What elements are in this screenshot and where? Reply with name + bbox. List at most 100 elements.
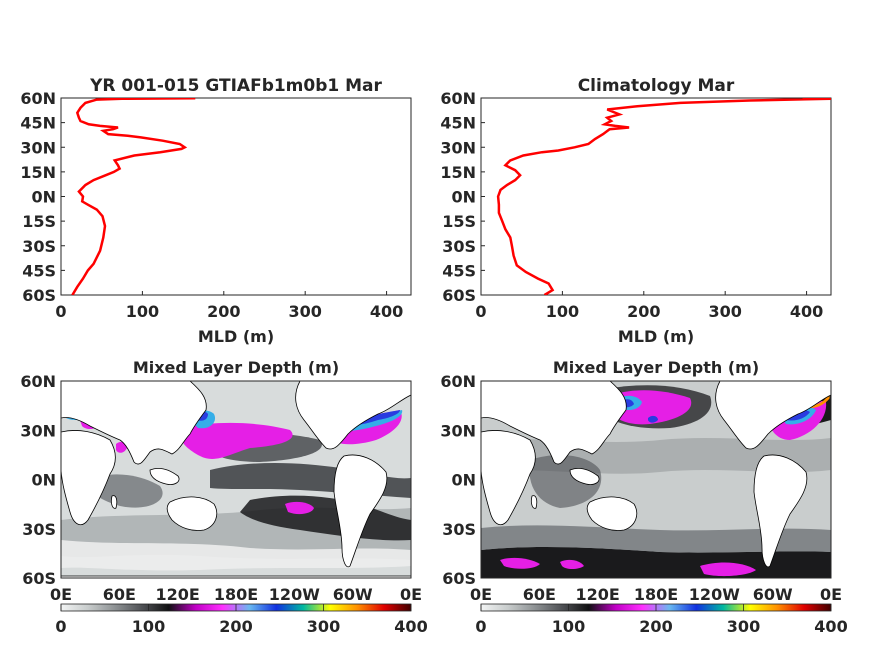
continents (481, 381, 831, 568)
land-africa (61, 430, 116, 526)
y-tick-label: 60N (440, 89, 476, 108)
y-tick-label: 30N (440, 138, 476, 157)
axes-box (60, 97, 412, 296)
x-axis-label: MLD (m) (618, 327, 694, 346)
x-tick-labels: 0 100 200 300 400 (475, 291, 823, 321)
profile-panel-climatology: Climatology Mar 60N 45N 30N 15N 0N 15S 30S 45S 6… (440, 76, 832, 346)
lat-tick-label: 60N (440, 372, 476, 391)
colorbar-tick-label: 0 (55, 617, 66, 636)
north-pacific-magenta (180, 422, 293, 459)
map-frame (480, 380, 832, 579)
x-tick-label: 200 (207, 302, 240, 321)
colorbar-tick-label: 300 (727, 617, 760, 636)
map-field (481, 381, 831, 578)
lat-tick-label: 30N (440, 421, 476, 440)
lon-tick-label: 60W (333, 585, 373, 604)
mld-profile-line (496, 98, 831, 295)
y-tick-label: 0N (451, 188, 476, 207)
lat-tick-label: 60S (22, 569, 56, 588)
land-north-america (715, 381, 831, 450)
lon-tick-label: 0E (820, 585, 842, 604)
southern-ocean-mid-band (481, 525, 831, 553)
lon-tick-label: 180E (634, 585, 678, 604)
land-eurasia (61, 381, 207, 465)
colorbar-tick-label: 200 (639, 617, 672, 636)
lon-tick-label: 60W (753, 585, 793, 604)
lon-tick-label: 180E (214, 585, 258, 604)
lon-tick-label: 60E (103, 585, 136, 604)
lon-tick-labels: 0E 60E 120E 180E 120W 60W 0E (470, 585, 842, 604)
land-maritime-continent (149, 468, 180, 485)
x-tick-label: 100 (546, 302, 579, 321)
y-tick-labels: 60N 45N 30N 15N 0N 15S 30S 45S 60S (20, 89, 65, 305)
land-eurasia (481, 381, 627, 465)
lon-tick-label: 120E (156, 585, 200, 604)
y-tick-label: 15S (22, 212, 56, 231)
y-tick-label: 30S (442, 237, 476, 256)
lon-tick-label: 0E (470, 585, 492, 604)
pacific-magenta-patch (285, 501, 314, 515)
lat-tick-label: 60N (20, 372, 56, 391)
mld-map-model: Mixed Layer Depth (m) (20, 358, 427, 636)
y-tick-label: 45S (442, 261, 476, 280)
land-south-america (333, 454, 388, 568)
x-tick-label: 100 (126, 302, 159, 321)
lon-tick-label: 120W (689, 585, 740, 604)
lat-tick-label: 0N (451, 471, 476, 490)
colorbar-tick-label: 200 (219, 617, 252, 636)
y-tick-label: 60N (20, 89, 56, 108)
land-madagascar (530, 495, 538, 509)
land-australia (166, 496, 218, 531)
land-maritime-continent (569, 468, 600, 485)
colorbar-tick-label: 300 (307, 617, 340, 636)
indian-ocean-dark (529, 455, 602, 508)
lon-tick-label: 60E (523, 585, 556, 604)
arabian-sea-magenta (116, 441, 127, 453)
x-tick-label: 0 (475, 302, 486, 321)
colorbar-tick-label: 100 (552, 617, 585, 636)
land-australia (586, 496, 638, 531)
southern-magenta-3 (700, 562, 756, 577)
map-field (61, 381, 411, 578)
map-title: Mixed Layer Depth (m) (133, 358, 339, 377)
y-tick-label: 15S (442, 212, 476, 231)
y-tick-label: 30S (22, 237, 56, 256)
x-tick-label: 200 (627, 302, 660, 321)
lat-tick-label: 30N (20, 421, 56, 440)
lon-tick-label: 120E (576, 585, 620, 604)
y-tick-label: 45N (440, 114, 476, 133)
y-tick-label: 60S (442, 286, 476, 305)
y-tick-label: 30N (20, 138, 56, 157)
lon-tick-label: 0E (50, 585, 72, 604)
land-madagascar (110, 495, 118, 509)
colorbar-tick-label: 400 (814, 617, 847, 636)
lat-tick-label: 30S (22, 520, 56, 539)
lon-tick-labels: 0E 60E 120E 180E 120W 60W 0E (50, 585, 422, 604)
lat-tick-labels: 60N 30N 0N 30S 60S (20, 372, 56, 588)
y-tick-label: 0N (31, 188, 56, 207)
profile-title: Climatology Mar (578, 76, 735, 96)
lon-tick-label: 0E (400, 585, 422, 604)
y-tick-label: 60S (22, 286, 56, 305)
x-tick-labels: 0 100 200 300 400 (55, 291, 403, 321)
southern-ocean-deep-band (61, 540, 411, 571)
map-frame (60, 380, 412, 579)
lat-tick-labels: 60N 30N 0N 30S 60S (440, 372, 476, 588)
colorbar-tick-labels: 0 100 200 300 400 (55, 604, 428, 636)
southern-magenta-1 (500, 557, 540, 569)
colorbar-tick-label: 400 (394, 617, 427, 636)
axes-box (480, 97, 832, 296)
x-tick-label: 400 (370, 302, 403, 321)
lon-tick-label: 120W (269, 585, 320, 604)
y-tick-label: 45N (20, 114, 56, 133)
colorbar-tick-label: 0 (475, 617, 486, 636)
x-tick-label: 300 (708, 302, 741, 321)
mld-profile-line (71, 98, 196, 295)
y-tick-label: 15N (440, 163, 476, 182)
lat-tick-label: 30S (442, 520, 476, 539)
lat-tick-label: 0N (31, 471, 56, 490)
land-africa (481, 430, 536, 526)
x-tick-label: 0 (55, 302, 66, 321)
y-tick-label: 45S (22, 261, 56, 280)
